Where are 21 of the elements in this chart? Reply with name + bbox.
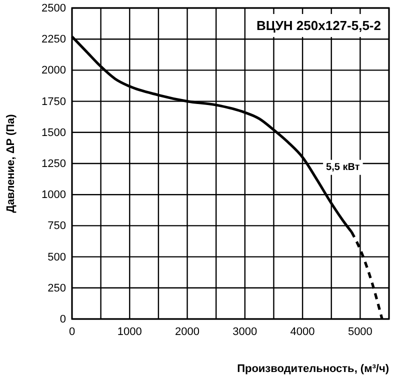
y-tick-label: 1000 xyxy=(42,189,66,202)
y-axis-title: Давление, ΔP (Па) xyxy=(5,114,17,213)
x-tick-label: 2000 xyxy=(175,326,200,338)
x-tick-label: 3000 xyxy=(232,326,258,338)
x-axis-title: Производительность, (м³/ч) xyxy=(237,363,390,375)
y-tick-label: 1750 xyxy=(42,96,66,108)
y-tick-label: 2250 xyxy=(42,34,66,46)
y-tick-label: 250 xyxy=(48,282,66,294)
x-tick-label: 0 xyxy=(68,326,76,338)
x-tick-label: 5000 xyxy=(348,326,372,338)
y-tick-label: 2000 xyxy=(42,64,66,77)
y-tick-label: 0 xyxy=(60,314,66,326)
y-tick-label: 2500 xyxy=(42,2,66,15)
y-tick-label: 750 xyxy=(48,220,66,232)
y-tick-label: 500 xyxy=(48,251,66,264)
text: ВЦУН 250x127-5,5-2 xyxy=(256,18,381,33)
x-tick-label: 1000 xyxy=(117,326,142,338)
annotation: 5,5 кВт xyxy=(326,162,360,173)
y-tick-label: 1500 xyxy=(42,126,66,139)
y-tick-label: 1250 xyxy=(42,158,66,170)
x-tick-label: 4000 xyxy=(290,326,315,338)
